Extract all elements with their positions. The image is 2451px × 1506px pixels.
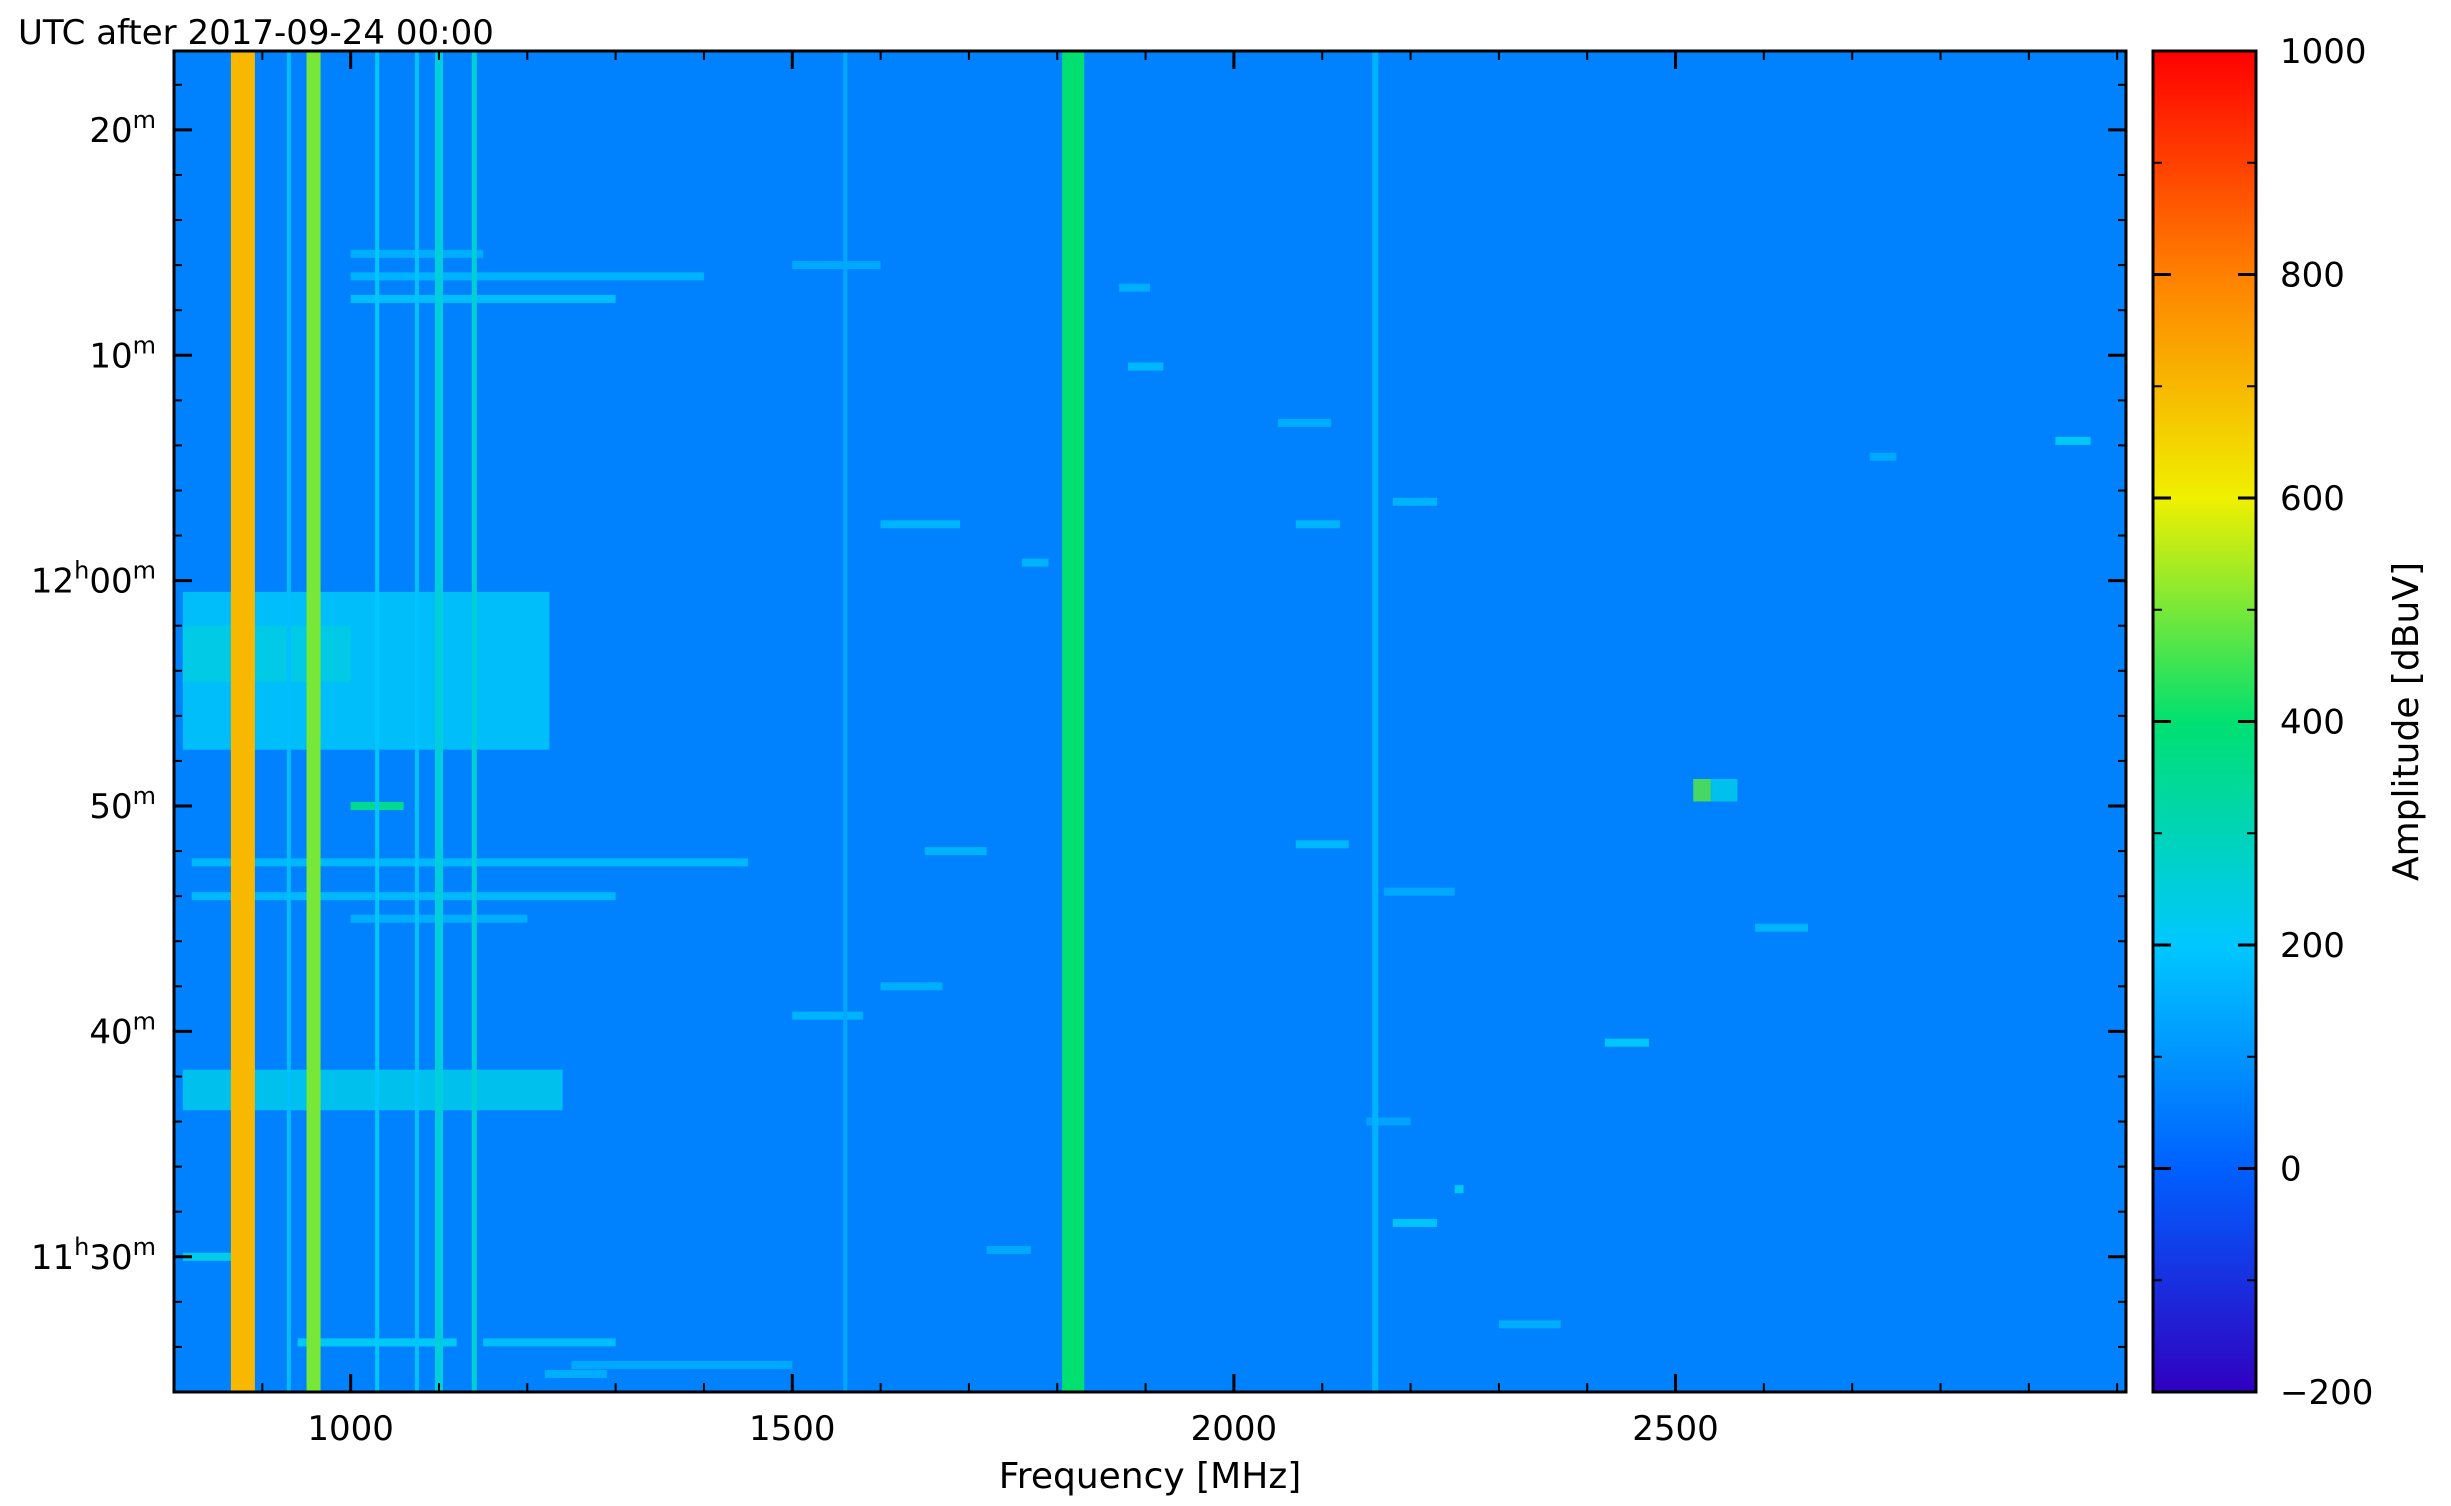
colorbar-axis: 1000 800 600 400 200 0 −200	[2153, 32, 2373, 1413]
heatmap-vertical-line	[1062, 51, 1085, 1392]
heatmap-segment	[350, 272, 704, 281]
heatmap-cell-block	[1693, 778, 1711, 802]
y-tick-label: 12h00m	[31, 557, 156, 602]
x-axis-label: Frequency [MHz]	[999, 1456, 1302, 1497]
heatmap-vertical-line	[471, 51, 477, 1392]
heatmap-segment	[544, 1369, 607, 1378]
chart-title: UTC after 2017-09-24 00:00	[18, 13, 494, 53]
plot-frame	[172, 49, 2128, 1394]
heatmap-segment	[792, 1011, 863, 1020]
y-tick-label: 20m	[89, 106, 156, 151]
heatmap-cell-block	[1710, 778, 1738, 802]
heatmap-segment	[880, 520, 961, 529]
heatmap-segment	[182, 1252, 236, 1261]
heatmap-segment	[571, 1360, 793, 1369]
heatmap-segment	[1755, 923, 1809, 932]
heatmap-segment	[1604, 1038, 1650, 1047]
heatmap-segment	[924, 847, 987, 856]
heatmap-segment	[483, 1338, 616, 1347]
heatmap-segment	[880, 982, 943, 991]
x-tick-label: 1500	[749, 1409, 836, 1449]
x-axis: 1000 1500 2000 2500	[261, 51, 2119, 1449]
colorbar-tick-label: −200	[2280, 1373, 2373, 1413]
y-axis: 20m 10m 12h00m 50m 40m 11h30m	[31, 83, 2126, 1348]
heatmap-segment	[1392, 497, 1438, 506]
colorbar-tick-label: 400	[2280, 703, 2345, 743]
colorbar-tick-label: 800	[2280, 256, 2345, 296]
heatmap-vertical-line	[414, 51, 419, 1392]
heatmap-vertical-line	[230, 51, 255, 1392]
heatmap-vertical-line	[434, 51, 443, 1392]
heatmap-segment	[1127, 362, 1164, 371]
heatmap-segment	[1869, 452, 1897, 461]
heatmap-segment	[191, 858, 749, 867]
heatmap-segment	[1498, 1320, 1561, 1329]
heatmap-vertical-line	[375, 51, 380, 1392]
heatmap-cell-block	[182, 625, 351, 683]
heatmap-segment	[1366, 1117, 1411, 1126]
heatmap-segment	[1384, 887, 1455, 896]
y-tick-label: 10m	[89, 331, 156, 376]
heatmap-segment	[350, 294, 616, 303]
x-tick-label: 2500	[1632, 1409, 1719, 1449]
heatmap-segment	[1021, 558, 1049, 567]
x-tick-label: 1000	[307, 1409, 394, 1449]
y-tick-label: 11h30m	[31, 1233, 156, 1278]
heatmap-segment	[1278, 418, 1332, 427]
heatmap-vertical-line	[1372, 51, 1379, 1392]
heatmap-segment	[1295, 840, 1349, 849]
y-tick-label: 40m	[89, 1007, 156, 1052]
heatmap-segment	[191, 892, 616, 901]
heatmap-segment	[1454, 1185, 1464, 1194]
heatmap-vertical-line	[306, 51, 321, 1392]
colorbar-label: Amplitude [dBuV]	[2386, 562, 2427, 881]
heatmap-segment	[1119, 283, 1150, 292]
colorbar-tick-label: 200	[2280, 926, 2345, 966]
y-tick-label: 50m	[89, 782, 156, 827]
heatmap-segment	[1392, 1218, 1438, 1227]
heatmap-segment	[986, 1246, 1031, 1255]
x-tick-label: 2000	[1191, 1409, 1278, 1449]
heatmap-segment	[1295, 520, 1340, 529]
colorbar-tick-label: 600	[2280, 479, 2345, 519]
heatmap-segment	[2055, 436, 2091, 445]
heatmap-plot-area	[174, 51, 2126, 1392]
colorbar-tick-label: 1000	[2280, 32, 2367, 72]
heatmap-segment	[792, 261, 881, 270]
heatmap-vertical-line	[286, 51, 291, 1392]
colorbar-tick-label: 0	[2280, 1150, 2302, 1190]
heatmap-vertical-line	[843, 51, 848, 1392]
